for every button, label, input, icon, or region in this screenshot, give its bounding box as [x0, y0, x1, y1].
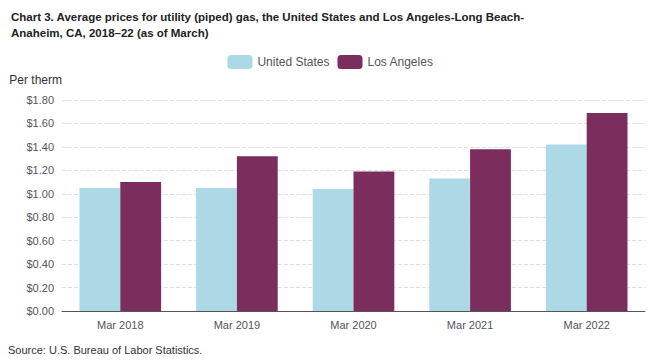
svg-text:$1.00: $1.00 — [26, 188, 54, 200]
svg-text:$1.80: $1.80 — [26, 94, 54, 106]
svg-text:Los Angeles: Los Angeles — [367, 55, 432, 69]
svg-text:$0.00: $0.00 — [26, 305, 54, 317]
svg-text:Chart 3. Average prices for ut: Chart 3. Average prices for utility (pip… — [11, 11, 524, 23]
svg-text:Mar 2019: Mar 2019 — [214, 319, 260, 331]
svg-text:Mar 2022: Mar 2022 — [563, 319, 609, 331]
svg-text:Per therm: Per therm — [9, 73, 62, 87]
svg-text:$0.60: $0.60 — [26, 235, 54, 247]
svg-text:Mar 2018: Mar 2018 — [97, 319, 143, 331]
svg-text:Mar 2020: Mar 2020 — [330, 319, 376, 331]
svg-text:$0.20: $0.20 — [26, 282, 54, 294]
svg-text:$0.80: $0.80 — [26, 211, 54, 223]
svg-text:$1.60: $1.60 — [26, 117, 54, 129]
svg-text:Mar 2021: Mar 2021 — [447, 319, 493, 331]
svg-text:Anaheim, CA, 2018–22 (as of Ma: Anaheim, CA, 2018–22 (as of March) — [11, 27, 209, 39]
svg-text:$0.40: $0.40 — [26, 258, 54, 270]
svg-text:Source: U.S. Bureau of Labor S: Source: U.S. Bureau of Labor Statistics. — [8, 344, 202, 356]
svg-text:$1.20: $1.20 — [26, 164, 54, 176]
svg-text:$1.40: $1.40 — [26, 141, 54, 153]
svg-text:United States: United States — [257, 55, 329, 69]
